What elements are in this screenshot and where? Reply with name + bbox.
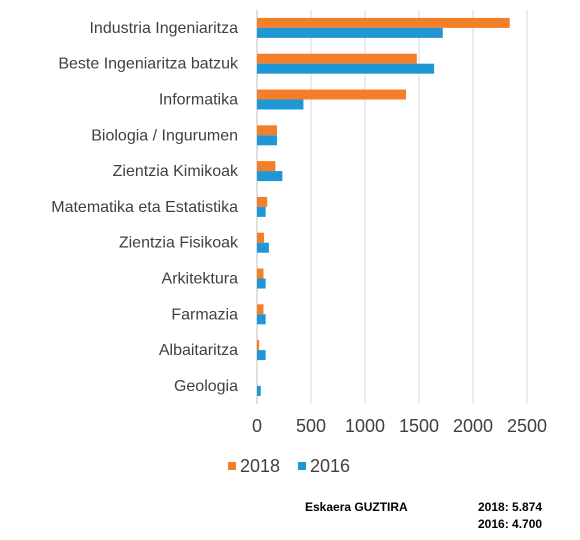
bar-2018 — [257, 89, 407, 100]
bar-2018 — [257, 17, 510, 28]
bar-2018 — [257, 304, 264, 315]
bar-2016 — [257, 171, 283, 182]
tick-labels: 0 500 1000 1500 2000 2500 — [252, 416, 547, 436]
bar-2018 — [257, 53, 417, 64]
tick-label: 2500 — [507, 416, 547, 436]
gridlines — [256, 10, 528, 404]
category-label: Farmazia — [171, 306, 238, 323]
category-label: Zientzia Fisikoak — [119, 235, 239, 252]
category-label: Industria Ingeniaritza — [89, 20, 238, 37]
category-label: Biologia / Ingurumen — [91, 127, 238, 144]
category-label: Informatika — [159, 92, 238, 109]
category-label: Geologia — [174, 378, 238, 395]
bars — [257, 17, 510, 396]
category-label: Matematika eta Estatistika — [51, 199, 238, 216]
tick-label: 500 — [296, 416, 326, 436]
bar-2018 — [257, 340, 260, 351]
bar-2018 — [257, 196, 268, 207]
legend: 2018 2016 — [228, 456, 350, 476]
legend-label-2016: 2016 — [310, 456, 350, 476]
bar-2016 — [257, 135, 277, 146]
tick-label: 0 — [252, 416, 262, 436]
tick-label: 1500 — [399, 416, 439, 436]
category-label: Beste Ingeniaritza batzuk — [58, 56, 239, 73]
bar-2016 — [257, 206, 266, 217]
bar-2016 — [257, 242, 269, 253]
legend-swatch-2016 — [298, 462, 306, 470]
category-labels: Industria Ingeniaritza Beste Ingeniaritza… — [51, 20, 239, 395]
bar-2016 — [257, 99, 304, 110]
category-label: Albaitaritza — [159, 342, 238, 359]
tick-label: 2000 — [453, 416, 493, 436]
bar-2016 — [257, 278, 266, 289]
legend-swatch-2018 — [228, 462, 236, 470]
bar-2016 — [257, 350, 266, 361]
bar-2016 — [257, 63, 435, 74]
bar-2018 — [257, 268, 264, 279]
totals-label: Eskaera GUZTIRA — [305, 500, 408, 514]
total-2018: 2018: 5.874 — [478, 500, 543, 514]
legend-label-2018: 2018 — [240, 456, 280, 476]
bar-2018 — [257, 232, 265, 243]
bar-2016 — [257, 385, 261, 396]
bar-2016 — [257, 27, 443, 38]
category-label: Zientzia Kimikoak — [113, 163, 239, 180]
category-label: Arkitektura — [162, 271, 239, 288]
bar-2018 — [257, 161, 276, 172]
bar-2016 — [257, 314, 266, 325]
bar-2018 — [257, 125, 277, 136]
tick-label: 1000 — [345, 416, 385, 436]
total-2016: 2016: 4.700 — [478, 517, 543, 531]
